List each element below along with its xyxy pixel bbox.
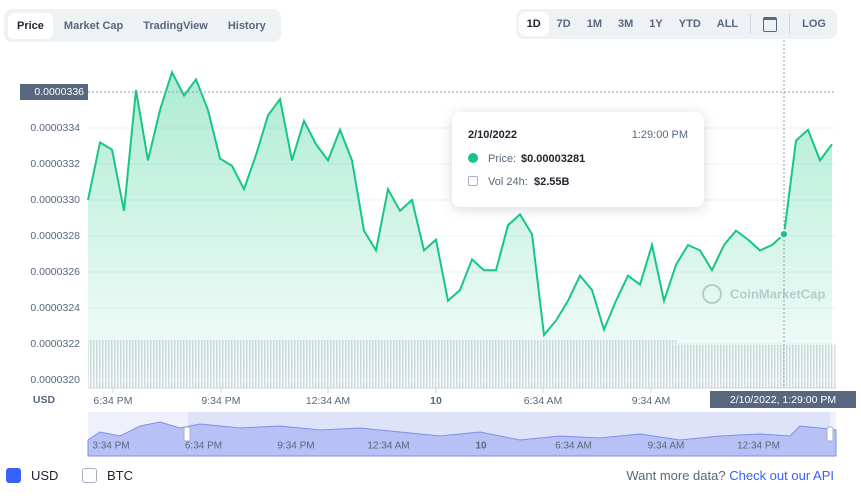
- navigator-label: 6:34 AM: [555, 441, 592, 452]
- log-button[interactable]: LOG: [802, 18, 826, 30]
- price-area: [88, 72, 832, 388]
- price-label: Price:: [488, 153, 517, 165]
- x-tick-label: 10: [430, 395, 442, 407]
- tab[interactable]: History: [227, 19, 266, 32]
- range-button[interactable]: 1D: [518, 12, 549, 36]
- navigator-label: 12:34 PM: [737, 441, 780, 452]
- y-tick-label: 0.0000330: [30, 194, 80, 206]
- vol-icon: [468, 176, 478, 186]
- x-tick-label: 6:34 AM: [524, 395, 563, 407]
- tab-bar: Price Market Cap TradingView History: [4, 9, 281, 42]
- y-tick-label: 0.0000328: [30, 230, 80, 242]
- separator: [789, 14, 791, 34]
- y-tick-label: 0.0000326: [30, 266, 80, 278]
- tooltip-date: 2/10/2022: [468, 129, 517, 141]
- range-button[interactable]: 1M: [586, 18, 603, 30]
- y-tick-label: 0.0000320: [30, 374, 80, 386]
- y-tick-label: 0.0000332: [30, 158, 80, 170]
- navigator-label: 9:34 AM: [648, 441, 685, 452]
- navigator-label: 10: [475, 441, 487, 452]
- price-line: [87, 69, 833, 338]
- navigator-label: 6:34 PM: [185, 441, 222, 452]
- checkbox[interactable]: [82, 468, 97, 483]
- separator: [750, 14, 752, 34]
- more-data: Want more data?: [626, 468, 726, 483]
- hover-dot: [779, 229, 789, 239]
- api-note: Want more data? Check out our API: [626, 468, 834, 483]
- range-button[interactable]: 1Y: [649, 18, 663, 30]
- tab[interactable]: Price: [8, 12, 53, 39]
- x-tick-label: 9:34 PM: [201, 395, 240, 407]
- y-tick-label: 0.0000324: [30, 302, 80, 314]
- calendar-button[interactable]: [763, 16, 778, 32]
- range-button[interactable]: ALL: [716, 18, 739, 30]
- range-button[interactable]: YTD: [678, 18, 701, 30]
- price-dot: [468, 153, 478, 163]
- checkbox[interactable]: [6, 468, 21, 483]
- crosshair-x-box: [710, 391, 856, 408]
- navigator-label: 12:34 AM: [367, 441, 409, 452]
- crosshair-x-label: 2/10/2022, 1:29:00 PM: [730, 394, 836, 406]
- x-tick-label: 9:34 AM: [632, 395, 671, 407]
- price-value: $0.00003281: [521, 153, 586, 165]
- usd-toggle[interactable]: USD: [6, 468, 58, 483]
- navigator-handle[interactable]: [183, 426, 191, 442]
- y-tick-label: 0.0000334: [30, 122, 80, 134]
- navigator-handle[interactable]: [826, 426, 834, 442]
- btc-toggle[interactable]: BTC: [82, 468, 133, 483]
- range-button[interactable]: 7D: [556, 18, 571, 30]
- crosshair-y-box: [20, 84, 88, 100]
- x-tick-label: 6:34 PM: [93, 395, 132, 407]
- vol-value: $2.55B: [534, 176, 570, 188]
- currency: BTC: [107, 468, 133, 483]
- range-bar: 1D 7D 1M 3M 1Y YTD ALL LOG: [515, 9, 837, 39]
- api-link[interactable]: Check out our API: [729, 468, 834, 483]
- tab[interactable]: Market Cap: [63, 19, 124, 32]
- navigator-label: 9:34 PM: [277, 441, 314, 452]
- navigator-line: [87, 421, 837, 457]
- tooltip-time: 1:29:00 PM: [631, 129, 688, 141]
- vol-label: Vol 24h:: [488, 176, 528, 188]
- y-tick-label: 0.0000322: [30, 338, 80, 350]
- crosshair-y-label: 0.0000336: [34, 86, 84, 98]
- currency: USD: [31, 468, 59, 483]
- range-button[interactable]: 3M: [618, 18, 634, 30]
- tooltip: 2/10/2022 1:29:00 PM Price: $0.00003281 …: [452, 112, 704, 207]
- navigator-label: 3:34 PM: [92, 441, 129, 452]
- chart: 0.0000320 0.0000322 0.0000324 0.0000326 0.00…: [20, 40, 856, 457]
- x-tick-label: 12:34 AM: [306, 395, 350, 407]
- y-unit: USD: [33, 394, 56, 406]
- tab[interactable]: TradingView: [143, 19, 208, 32]
